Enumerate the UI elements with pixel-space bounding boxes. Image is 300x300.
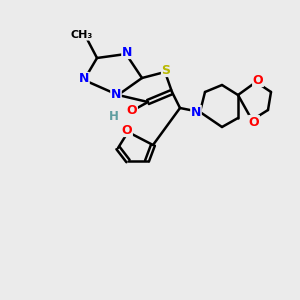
Text: O: O [127, 104, 137, 118]
Text: O: O [122, 124, 132, 136]
Text: N: N [122, 46, 132, 59]
Text: O: O [249, 116, 259, 128]
Text: CH₃: CH₃ [71, 30, 93, 40]
Text: N: N [111, 88, 121, 101]
Text: S: S [161, 64, 170, 76]
Text: H: H [109, 110, 119, 122]
Text: O: O [253, 74, 263, 86]
Text: N: N [79, 73, 89, 85]
Text: N: N [191, 106, 201, 118]
